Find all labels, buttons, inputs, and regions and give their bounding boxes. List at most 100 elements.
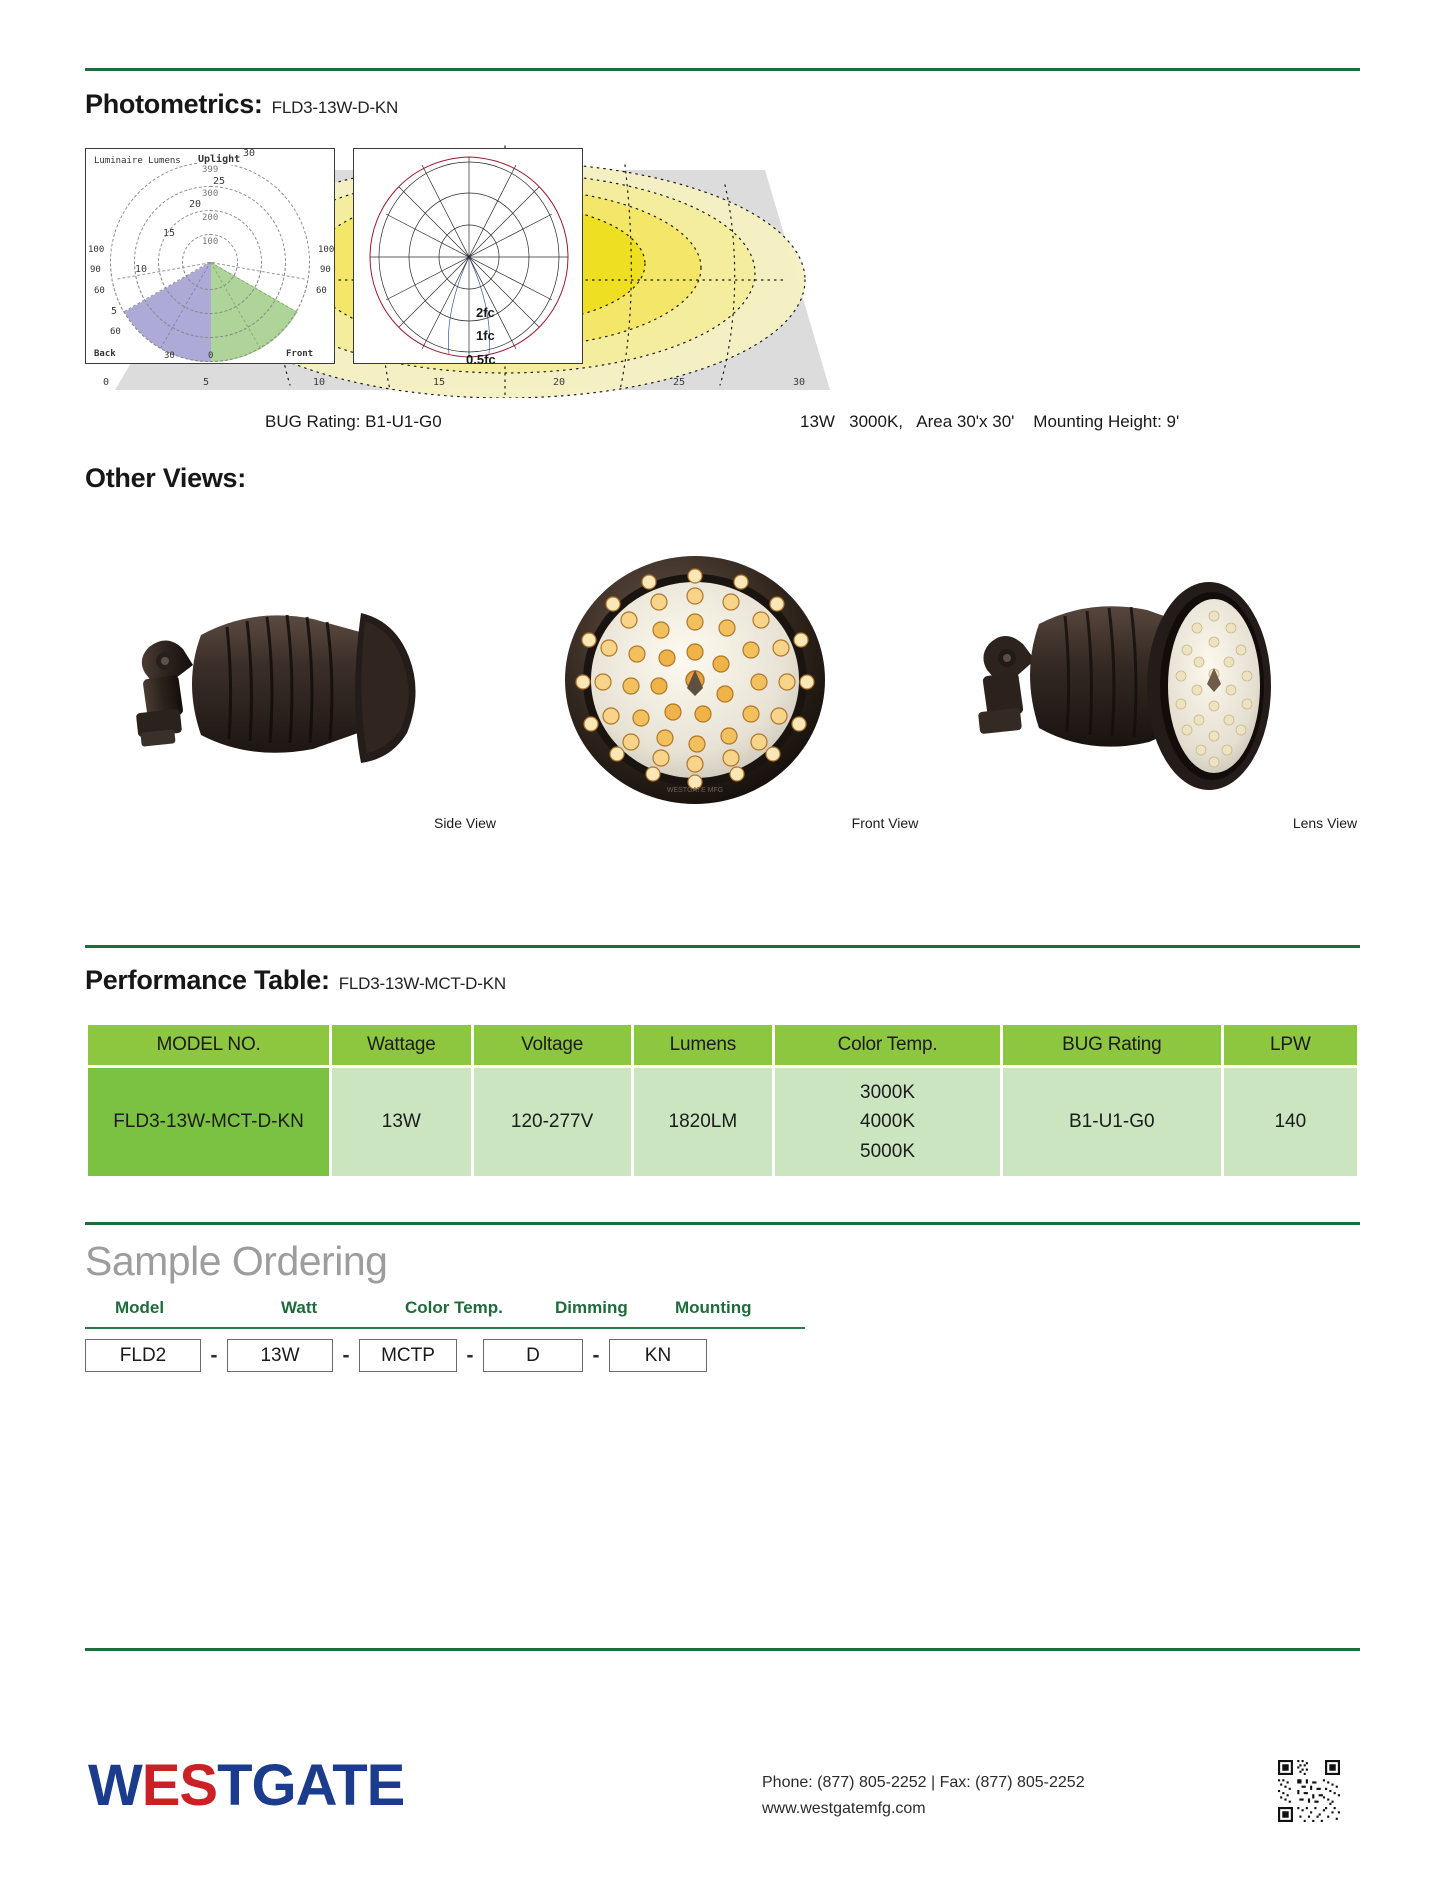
performance-title: Performance Table: — [85, 965, 330, 995]
qr-code — [1278, 1760, 1340, 1822]
section-divider-photometrics — [85, 68, 1360, 71]
iso-y-tick-20: 20 — [189, 199, 202, 210]
westgate-logo: WESTGATE — [88, 1752, 405, 1819]
cell-model-no: FLD3-13W-MCT-D-KN — [88, 1068, 330, 1176]
col-lumens: Lumens — [633, 1025, 773, 1065]
col-voltage: Voltage — [473, 1025, 631, 1065]
fixture-lens-image — [978, 582, 1271, 790]
iso-contour-1fc: 1fc — [476, 328, 495, 343]
view-caption-lens: Lens View — [1292, 815, 1358, 831]
candela-svg — [369, 156, 569, 358]
order-box-mounting[interactable]: KN — [609, 1339, 707, 1372]
bug-label-back: Back — [94, 349, 116, 359]
sample-ordering-boxes: FLD2 - 13W - MCTP - D - KN — [85, 1339, 707, 1372]
order-box-watt[interactable]: 13W — [227, 1339, 333, 1372]
other-views-title: Other Views: — [85, 463, 246, 493]
bug-ring-label-200b: 200 — [202, 213, 219, 223]
fixture-front-image: WESTGATE MFG — [565, 556, 825, 804]
bug-uplight-label-top: Uplight — [198, 154, 241, 165]
section-divider-footer — [85, 1648, 1360, 1651]
iso-x-tick-15: 15 — [433, 377, 446, 388]
view-caption-front: Front View — [851, 815, 919, 831]
photometrics-model: FLD3-13W-D-KN — [271, 98, 399, 117]
order-box-model[interactable]: FLD2 — [85, 1339, 201, 1372]
iso-y-tick-10: 10 — [135, 264, 148, 275]
section-divider-performance — [85, 945, 1360, 948]
col-model-no: MODEL NO. — [88, 1025, 330, 1065]
sample-ordering-underline — [85, 1327, 805, 1329]
table-header-row: MODEL NO. Wattage Voltage Lumens Color T… — [88, 1025, 1357, 1065]
section-divider-ordering — [85, 1222, 1360, 1225]
iso-caption: 13W 3000K, Area 30'x 30' Mounting Height… — [800, 412, 1180, 431]
bug-rating-caption: BUG Rating: B1-U1-G0 — [265, 412, 442, 431]
performance-model: FLD3-13W-MCT-D-KN — [338, 974, 506, 993]
footer-contact: Phone: (877) 805-2252 | Fax: (877) 805-2… — [762, 1770, 1085, 1821]
bug-angle-left-100: 100 — [88, 245, 105, 255]
bug-ring-200-top — [158, 210, 262, 314]
luminaire-lumens-chart: Luminaire Lumens Uplight 399 300 200 100 — [85, 148, 335, 364]
bug-ring-300-top — [134, 186, 286, 338]
order-dash-4: - — [592, 1343, 600, 1367]
logo-part-1: W — [88, 1753, 143, 1818]
order-box-dimming[interactable]: D — [483, 1339, 583, 1372]
bug-angle-right-100: 100 — [318, 245, 335, 255]
order-label-mounting: Mounting — [675, 1298, 752, 1317]
candela-distribution-chart — [353, 148, 583, 364]
table-row: FLD3-13W-MCT-D-KN 13W 120-277V 1820LM 30… — [88, 1068, 1357, 1176]
cell-color-temp: 3000K 4000K 5000K — [775, 1068, 1000, 1176]
iso-x-tick-20: 20 — [553, 377, 566, 388]
bug-ring-label-399b: 399 — [202, 165, 219, 175]
order-label-watt: Watt — [281, 1298, 318, 1317]
iso-y-tick-30: 30 — [243, 148, 256, 159]
iso-x-tick-10: 10 — [313, 377, 326, 388]
cell-voltage: 120-277V — [473, 1068, 631, 1176]
bug-angle-right-60: 60 — [316, 286, 327, 296]
logo-part-3: TGATE — [217, 1753, 405, 1818]
view-side: Side View — [105, 540, 496, 860]
col-color-temp: Color Temp. — [775, 1025, 1000, 1065]
page-footer: WESTGATE Phone: (877) 805-2252 | Fax: (8… — [0, 1753, 1445, 1870]
col-lpw: LPW — [1223, 1025, 1357, 1065]
photometrics-title: Photometrics: — [85, 89, 263, 119]
iso-x-tick-0: 0 — [103, 377, 110, 388]
order-box-color-temp[interactable]: MCTP — [359, 1339, 457, 1372]
col-wattage: Wattage — [332, 1025, 471, 1065]
order-label-dimming: Dimming — [555, 1298, 628, 1317]
iso-x-tick-25: 25 — [673, 377, 686, 388]
cell-lumens: 1820LM — [633, 1068, 773, 1176]
performance-table: MODEL NO. Wattage Voltage Lumens Color T… — [85, 1022, 1360, 1179]
bug-angle-right-90: 90 — [320, 265, 331, 275]
bug-angle-left-90: 90 — [90, 265, 101, 275]
order-dash-3: - — [466, 1343, 474, 1367]
sample-ordering-title: Sample Ordering — [85, 1238, 388, 1284]
fixture-side-image — [136, 613, 416, 763]
view-caption-side: Side View — [433, 815, 496, 831]
iso-y-tick-25b: 25 — [213, 176, 226, 187]
product-views: Side View — [85, 540, 1360, 940]
performance-heading: Performance Table: FLD3-13W-MCT-D-KN — [85, 965, 506, 996]
photometrics-heading: Photometrics: FLD3-13W-D-KN — [85, 89, 1360, 120]
col-bug-rating: BUG Rating — [1002, 1025, 1221, 1065]
bug-corner-label-top: Luminaire Lumens — [94, 156, 181, 166]
iso-x-tick-30: 30 — [793, 377, 806, 388]
cell-wattage: 13W — [332, 1068, 471, 1176]
iso-y-tick-15: 15 — [163, 228, 176, 239]
view-lens: Lens View — [945, 540, 1357, 860]
iso-x-tick-5: 5 — [203, 377, 210, 388]
footer-website[interactable]: www.westgatemfg.com — [762, 1799, 926, 1817]
cell-lpw: 140 — [1223, 1068, 1357, 1176]
other-views-heading: Other Views: — [85, 463, 246, 494]
bug-angle-left-60: 60 — [94, 286, 105, 296]
cell-bug-rating: B1-U1-G0 — [1002, 1068, 1221, 1176]
bug-ring-100-top — [182, 234, 238, 290]
svg-text:WESTGATE MFG: WESTGATE MFG — [667, 787, 723, 794]
iso-contour-2fc: 2fc — [476, 305, 495, 320]
order-label-model: Model — [115, 1298, 165, 1317]
order-dash-2: - — [342, 1343, 350, 1367]
logo-part-2: ES — [141, 1753, 218, 1818]
iso-contour-05fc: 0.5fc — [466, 352, 496, 367]
photometrics-section: Photometrics: FLD3-13W-D-KN — [85, 68, 1360, 120]
order-label-color-temp: Color Temp. — [405, 1298, 503, 1317]
bug-label-30: 30 — [164, 351, 175, 361]
